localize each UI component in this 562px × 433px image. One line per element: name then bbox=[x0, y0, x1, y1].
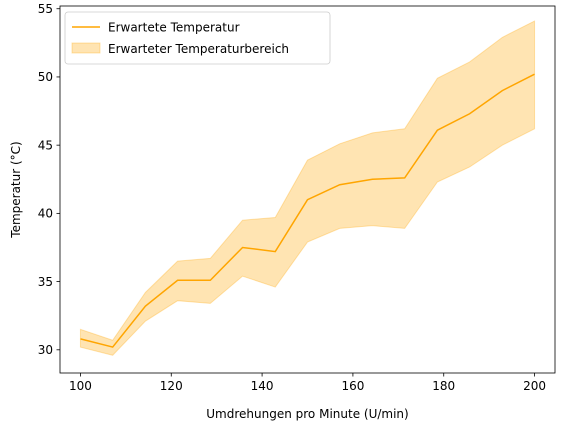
x-tick-label: 160 bbox=[341, 379, 364, 393]
temperature-range-band bbox=[79, 20, 536, 356]
y-tick-label: 50 bbox=[38, 70, 53, 84]
line-layer bbox=[80, 73, 535, 348]
x-tick-label: 120 bbox=[160, 379, 183, 393]
y-tick-label: 40 bbox=[38, 207, 53, 221]
x-tick-label: 140 bbox=[251, 379, 274, 393]
y-axis-label: Temperatur (°C) bbox=[9, 141, 23, 238]
x-tick-label: 200 bbox=[523, 379, 546, 393]
legend-band-label: Erwarteter Temperaturbereich bbox=[108, 42, 289, 56]
y-tick-label: 55 bbox=[38, 2, 53, 16]
plot-frame bbox=[59, 5, 556, 374]
x-tick-label: 180 bbox=[432, 379, 455, 393]
y-tick-label: 35 bbox=[38, 275, 53, 289]
x-axis-label: Umdrehungen pro Minute (U/min) bbox=[206, 407, 408, 421]
x-ticks: 100 120 140 160 180 200 bbox=[69, 373, 546, 393]
legend-box bbox=[64, 11, 331, 65]
x-tick-label: 100 bbox=[69, 379, 92, 393]
legend: Erwartete Temperatur Erwarteter Temperat… bbox=[64, 11, 331, 65]
y-tick-label: 30 bbox=[38, 343, 53, 357]
expected-temperature-line bbox=[80, 73, 535, 348]
legend-line-label: Erwartete Temperatur bbox=[108, 21, 240, 35]
y-tick-label: 45 bbox=[38, 138, 53, 152]
band-layer bbox=[79, 20, 536, 356]
legend-band-swatch bbox=[71, 42, 101, 54]
y-ticks: 30 35 40 45 50 55 bbox=[38, 2, 60, 357]
